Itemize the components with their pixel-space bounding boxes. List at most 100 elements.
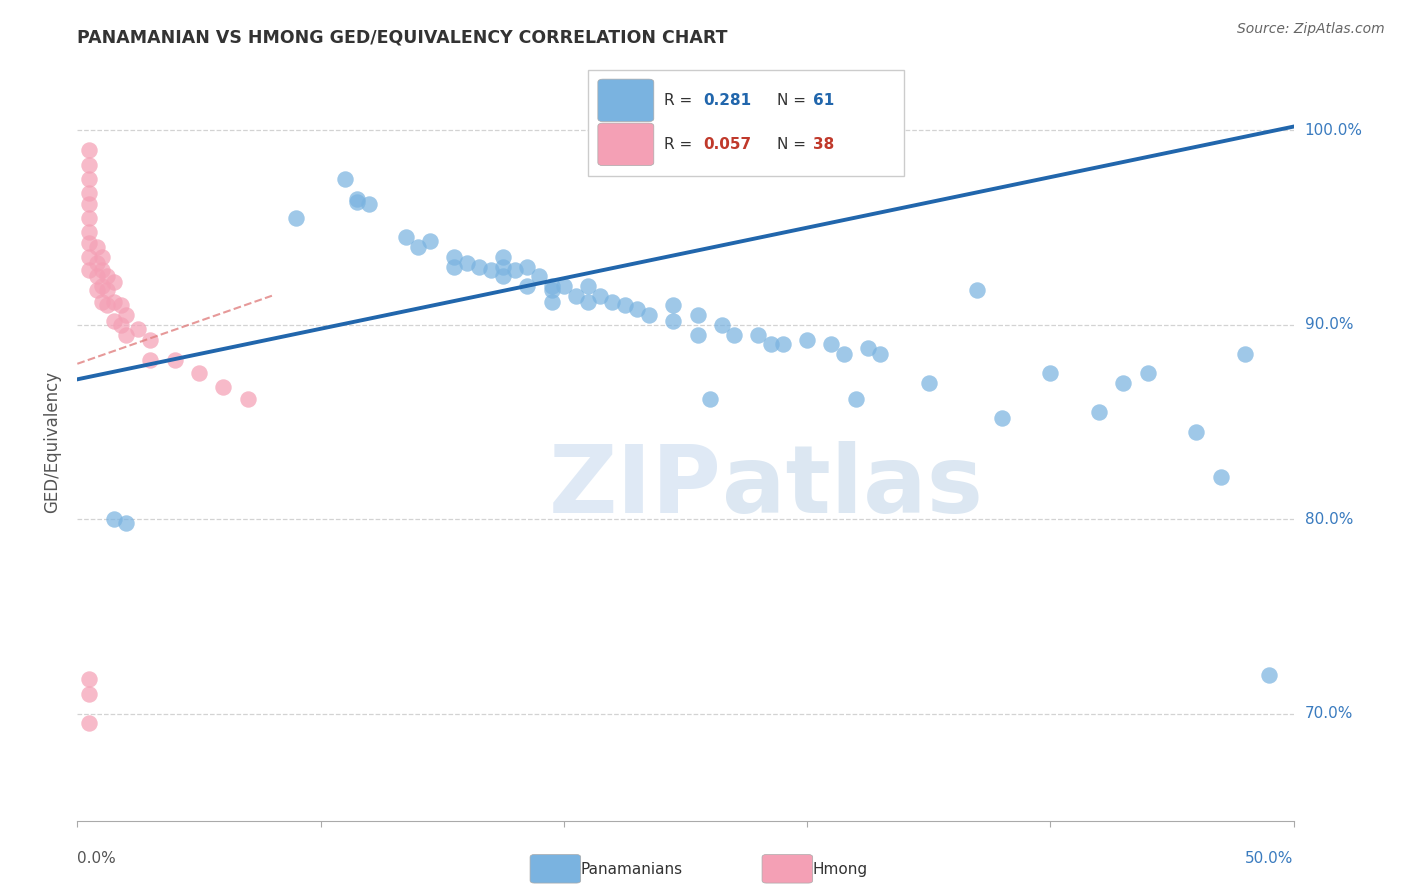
Point xyxy=(115,308,138,322)
Text: R =: R = xyxy=(664,93,696,108)
Text: 38: 38 xyxy=(813,136,834,152)
Point xyxy=(103,294,125,309)
Point xyxy=(1233,347,1256,361)
Point xyxy=(79,250,101,264)
Point xyxy=(516,260,538,274)
Text: Hmong: Hmong xyxy=(813,863,868,877)
Point xyxy=(443,260,465,274)
Point xyxy=(747,327,769,342)
Point xyxy=(1088,405,1111,419)
Point xyxy=(1039,367,1062,381)
Point xyxy=(346,195,368,210)
Point xyxy=(115,516,138,531)
Point xyxy=(103,512,125,526)
Point xyxy=(346,192,368,206)
Text: N =: N = xyxy=(776,136,810,152)
Text: 0.0%: 0.0% xyxy=(77,851,117,866)
Text: Source: ZipAtlas.com: Source: ZipAtlas.com xyxy=(1237,22,1385,37)
Point xyxy=(79,716,101,731)
Point xyxy=(79,263,101,277)
Point xyxy=(1258,668,1281,682)
Point xyxy=(212,380,235,394)
Point xyxy=(456,255,478,269)
Point xyxy=(395,230,418,244)
Point xyxy=(79,672,101,686)
Point xyxy=(79,197,101,211)
Point xyxy=(699,392,721,406)
Point xyxy=(662,314,685,328)
Text: 0.281: 0.281 xyxy=(703,93,752,108)
Point xyxy=(529,269,551,284)
Point xyxy=(723,327,745,342)
Point xyxy=(103,314,125,328)
Text: 100.0%: 100.0% xyxy=(1305,123,1362,138)
Point xyxy=(820,337,842,351)
Point xyxy=(492,260,515,274)
Point xyxy=(79,687,101,701)
Point xyxy=(79,172,101,186)
Point xyxy=(990,411,1012,425)
Text: PANAMANIAN VS HMONG GED/EQUIVALENCY CORRELATION CHART: PANAMANIAN VS HMONG GED/EQUIVALENCY CORR… xyxy=(77,29,728,47)
Point xyxy=(613,298,636,312)
Point xyxy=(479,263,502,277)
Text: 0.057: 0.057 xyxy=(703,136,752,152)
Point xyxy=(79,159,101,173)
Text: 61: 61 xyxy=(813,93,834,108)
Point xyxy=(86,269,108,284)
Point xyxy=(540,279,562,293)
Point xyxy=(467,260,489,274)
Point xyxy=(832,347,855,361)
Point xyxy=(139,334,162,348)
Point xyxy=(285,211,308,225)
Text: atlas: atlas xyxy=(721,441,983,533)
Point xyxy=(139,352,162,367)
Text: 70.0%: 70.0% xyxy=(1305,706,1353,722)
Point xyxy=(79,236,101,251)
Point xyxy=(845,392,868,406)
Point xyxy=(79,186,101,200)
Point xyxy=(772,337,794,351)
Point xyxy=(662,298,685,312)
Point xyxy=(236,392,259,406)
Point xyxy=(540,283,562,297)
Point xyxy=(759,337,782,351)
Point xyxy=(540,294,562,309)
Text: R =: R = xyxy=(664,136,696,152)
Text: ZIP: ZIP xyxy=(548,441,721,533)
Point xyxy=(576,294,599,309)
Text: N =: N = xyxy=(776,93,810,108)
Point xyxy=(492,269,515,284)
Point xyxy=(96,283,118,297)
Point xyxy=(359,197,381,211)
Y-axis label: GED/Equivalency: GED/Equivalency xyxy=(44,370,62,513)
Point xyxy=(1136,367,1159,381)
Point xyxy=(1112,376,1135,391)
Point xyxy=(96,298,118,312)
Text: Panamanians: Panamanians xyxy=(581,863,683,877)
Point xyxy=(163,352,186,367)
Point xyxy=(86,255,108,269)
Point xyxy=(516,279,538,293)
Point xyxy=(103,275,125,289)
Point xyxy=(86,240,108,254)
Point xyxy=(333,172,356,186)
Text: 90.0%: 90.0% xyxy=(1305,318,1353,333)
Point xyxy=(856,341,879,355)
Point xyxy=(796,334,818,348)
Point xyxy=(686,308,709,322)
FancyBboxPatch shape xyxy=(598,79,654,121)
Point xyxy=(90,250,112,264)
Point xyxy=(918,376,941,391)
Text: 80.0%: 80.0% xyxy=(1305,512,1353,527)
Point xyxy=(115,327,138,342)
Point xyxy=(710,318,733,332)
Point xyxy=(110,298,132,312)
Point xyxy=(79,211,101,225)
Point xyxy=(188,367,211,381)
FancyBboxPatch shape xyxy=(588,70,904,177)
Point xyxy=(565,289,588,303)
Point xyxy=(127,322,149,336)
Point xyxy=(686,327,709,342)
Point xyxy=(553,279,575,293)
Point xyxy=(1185,425,1208,439)
